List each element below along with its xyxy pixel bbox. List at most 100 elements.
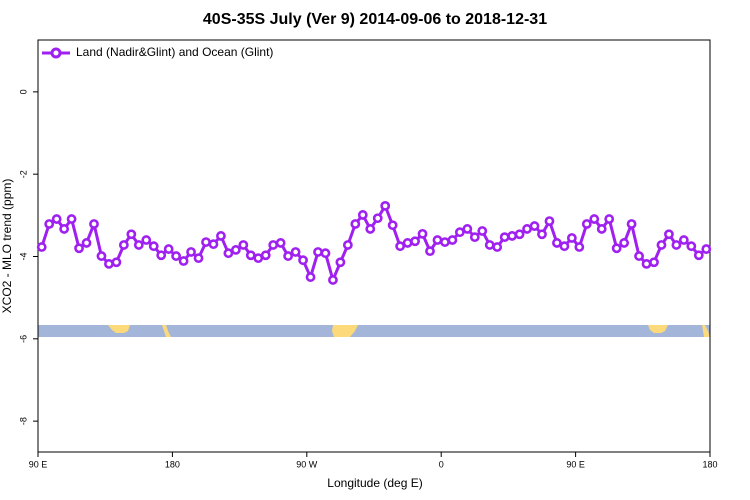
- point: [111, 257, 122, 268]
- x-axis-title: Longitude (deg E): [327, 476, 422, 490]
- point: [462, 224, 473, 234]
- y-tick-label: -6: [18, 335, 28, 343]
- y-tick-label: -2: [18, 170, 28, 178]
- point: [447, 235, 458, 245]
- point: [410, 236, 420, 247]
- point: [477, 226, 488, 236]
- point: [372, 213, 383, 224]
- point: [201, 237, 211, 247]
- point: [537, 229, 547, 240]
- point: [96, 251, 107, 261]
- point: [141, 235, 152, 245]
- land: [648, 325, 668, 333]
- point: [581, 219, 592, 229]
- point: [626, 219, 637, 229]
- x-tick-label: 90 E: [566, 459, 585, 469]
- point: [544, 216, 555, 226]
- point: [298, 255, 308, 266]
- legend-label: Land (Nadir&Glint) and Ocean (Glint): [76, 45, 273, 59]
- y-tick-label: 0: [18, 89, 28, 94]
- point: [678, 235, 689, 245]
- point: [656, 240, 667, 250]
- point: [402, 238, 413, 248]
- point: [193, 253, 204, 264]
- point: [559, 241, 570, 252]
- point: [118, 240, 129, 250]
- point: [305, 272, 316, 282]
- x-tick-label: 180: [165, 459, 180, 469]
- point: [260, 250, 271, 261]
- x-tick-label: 90 E: [29, 459, 48, 469]
- point: [619, 238, 630, 248]
- point: [425, 246, 435, 257]
- map-strip: [38, 325, 710, 337]
- point: [283, 251, 294, 261]
- point: [313, 247, 323, 257]
- point: [432, 235, 443, 245]
- point: [51, 214, 62, 224]
- point: [574, 242, 585, 252]
- point: [552, 238, 562, 248]
- point: [664, 229, 674, 240]
- point: [649, 257, 659, 268]
- point: [469, 232, 480, 243]
- point: [133, 240, 144, 250]
- legend: Land (Nadir&Glint) and Ocean (Glint): [42, 45, 273, 59]
- point: [596, 224, 607, 234]
- point: [253, 253, 264, 264]
- point: [395, 241, 406, 252]
- point: [440, 237, 450, 247]
- point: [223, 248, 234, 259]
- x-tick-label: 90 W: [296, 459, 318, 469]
- point: [238, 240, 249, 250]
- point: [104, 259, 114, 269]
- chart-title: 40S-35S July (Ver 9) 2014-09-06 to 2018-…: [203, 11, 547, 28]
- point: [671, 240, 682, 250]
- point: [686, 241, 697, 252]
- point: [454, 227, 465, 238]
- point: [604, 214, 615, 224]
- point: [342, 240, 353, 250]
- point: [328, 275, 338, 285]
- point: [156, 250, 167, 261]
- point: [178, 256, 189, 266]
- point: [499, 232, 510, 243]
- point: [417, 228, 428, 239]
- land: [702, 325, 710, 337]
- point: [566, 233, 577, 243]
- y-tick-label: -4: [18, 252, 28, 260]
- y-tick-label: -8: [18, 417, 28, 425]
- land: [108, 325, 130, 333]
- point: [529, 221, 540, 231]
- point: [186, 247, 196, 257]
- point: [641, 259, 652, 269]
- point: [44, 219, 55, 229]
- point: [290, 247, 301, 257]
- point: [268, 240, 279, 250]
- point: [126, 229, 137, 240]
- point: [335, 257, 346, 268]
- point: [357, 210, 368, 220]
- ocean-band: [38, 325, 710, 337]
- point: [634, 251, 644, 261]
- point: [387, 220, 398, 231]
- point: [350, 219, 361, 229]
- land: [162, 325, 171, 337]
- point: [245, 250, 256, 261]
- point: [216, 231, 226, 241]
- point: [36, 242, 47, 252]
- x-tick-label: 0: [439, 459, 444, 469]
- point: [66, 214, 77, 224]
- point: [275, 238, 286, 248]
- legend-marker: [50, 47, 62, 59]
- point: [163, 244, 174, 254]
- point: [74, 243, 84, 254]
- point: [484, 240, 495, 250]
- point: [208, 239, 219, 250]
- point: [230, 245, 241, 255]
- point: [611, 243, 622, 254]
- y-axis-title: XCO2 - MLO trend (ppm): [0, 179, 14, 314]
- point: [148, 241, 159, 252]
- x-tick-label: 180: [702, 459, 717, 469]
